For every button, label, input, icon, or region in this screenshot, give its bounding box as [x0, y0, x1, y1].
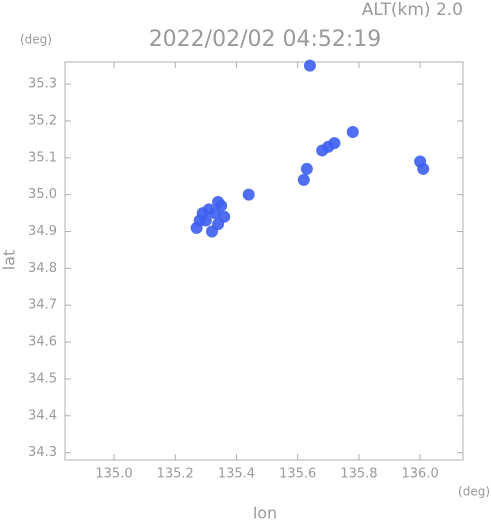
y-tick-label: 34.8 [28, 261, 57, 276]
echo-point [316, 144, 329, 157]
y-unit: (deg) [20, 33, 52, 47]
y-tick-label: 35.1 [28, 150, 57, 165]
echo-point [300, 162, 313, 175]
echo-point [190, 221, 203, 234]
x-tick-label: 135.0 [95, 467, 132, 482]
echo-point [417, 162, 430, 175]
y-tick-label: 34.6 [28, 335, 57, 350]
x-axis-label: lon [253, 504, 277, 521]
x-unit: (deg) [458, 485, 490, 499]
y-tick-label: 34.5 [28, 371, 57, 386]
y-tick-label: 34.9 [28, 224, 57, 239]
x-tick-label: 135.2 [157, 467, 194, 482]
echo-point [212, 196, 225, 209]
x-tick-label: 136.0 [402, 467, 439, 482]
chart-title: 2022/02/02 04:52:19 [149, 27, 382, 52]
y-tick-label: 35.3 [28, 77, 57, 92]
echo-point [328, 137, 341, 150]
echo-point [218, 210, 231, 223]
echo-point [196, 207, 209, 220]
echo-point [205, 225, 218, 238]
y-axis-label: lat [0, 250, 19, 271]
plot-frame [64, 61, 464, 461]
y-tick-label: 34.7 [28, 298, 57, 313]
echo-point [242, 188, 255, 201]
echo-point [303, 59, 316, 72]
x-tick-label: 135.4 [218, 467, 255, 482]
x-tick-label: 135.6 [279, 467, 316, 482]
y-tick-label: 35.0 [28, 187, 57, 202]
echo-point [346, 126, 359, 139]
x-tick-label: 135.8 [340, 467, 377, 482]
echo-point [297, 173, 310, 186]
y-tick-label: 35.2 [28, 113, 57, 128]
y-tick-label: 34.3 [28, 445, 57, 460]
subtitle: ALT(km) 2.0 [362, 0, 463, 20]
y-tick-label: 34.4 [28, 408, 57, 423]
